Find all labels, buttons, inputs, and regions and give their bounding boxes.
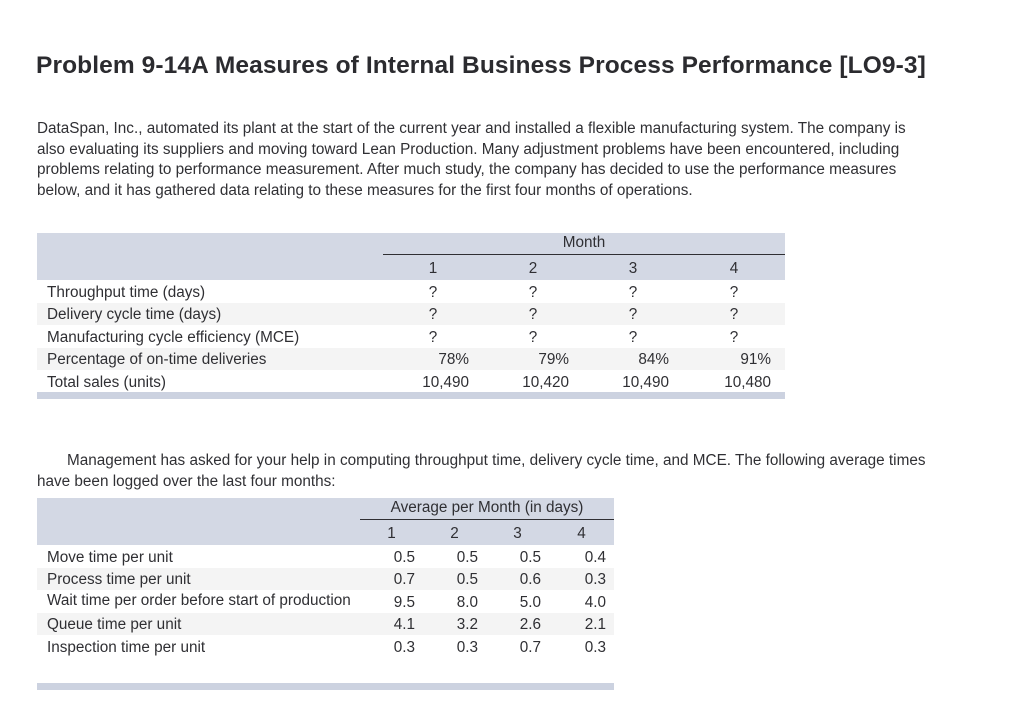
table1-row-label: Manufacturing cycle efficiency (MCE) [37,325,383,348]
table2-row-label: Process time per unit [37,567,360,590]
table2-group-header: Average per Month (in days) [360,498,615,521]
table1-cell: ? [383,325,483,348]
table1-cell: ? [683,302,786,325]
table-row: Throughput time (days) ? ? ? ? [37,280,786,303]
table2-row-label: Move time per unit [37,545,360,568]
table2-header-spacer [37,521,360,545]
table2-col-header-2: 2 [423,521,486,545]
table1-cell: 10,420 [483,370,583,393]
table2-cell: 9.5 [360,590,423,613]
table-row: Delivery cycle time (days) ? ? ? ? [37,302,786,325]
table2-body: Move time per unit 0.5 0.5 0.5 0.4 Proce… [37,545,615,658]
table2-col-header-3: 3 [486,521,549,545]
table2-group-header-row: Average per Month (in days) [37,498,615,521]
table1-corner-cell [37,233,383,256]
table2-row-label: Wait time per order before start of prod… [37,590,360,613]
average-times-table: Average per Month (in days) 1 2 3 4 Move… [37,498,615,658]
table1-column-header-row: 1 2 3 4 [37,256,786,280]
table2-cell: 0.3 [360,635,423,658]
table2-cell: 0.5 [486,545,549,568]
table1-col-header-2: 2 [483,256,583,280]
table1-cell: ? [583,280,683,303]
table1-footer-bar [37,392,785,399]
table2-cell: 3.2 [423,612,486,635]
average-times-table-wrapper: Average per Month (in days) 1 2 3 4 Move… [37,498,615,658]
table1-row-label: Total sales (units) [37,370,383,393]
table2-cell: 2.1 [549,612,615,635]
table2-footer-bar [37,683,614,690]
table2-group-header-label: Average per Month (in days) [360,499,615,520]
table-row: Percentage of on-time deliveries 78% 79%… [37,347,786,370]
table2-cell: 0.6 [486,567,549,590]
table-row: Inspection time per unit 0.3 0.3 0.7 0.3 [37,635,615,658]
table-row: Wait time per order before start of prod… [37,590,615,613]
table1-cell: ? [483,280,583,303]
table2-cell: 5.0 [486,590,549,613]
table2-cell: 0.7 [360,567,423,590]
table-row: Queue time per unit 4.1 3.2 2.6 2.1 [37,612,615,635]
table1-cell: 84% [583,347,683,370]
table-row: Total sales (units) 10,490 10,420 10,490… [37,370,786,393]
table2-cell: 0.4 [549,545,615,568]
management-paragraph: Management has asked for your help in co… [37,452,926,490]
table1-row-label: Delivery cycle time (days) [37,302,383,325]
table2-col-header-4: 4 [549,521,615,545]
table-row: Move time per unit 0.5 0.5 0.5 0.4 [37,545,615,568]
table2-col-header-1: 1 [360,521,423,545]
table1-body: Throughput time (days) ? ? ? ? Delivery … [37,280,786,393]
table1-group-header: Month [383,233,786,256]
table1-row-label: Percentage of on-time deliveries [37,347,383,370]
performance-measures-table-wrapper: Month 1 2 3 4 Throughput time (days) ? ?… [37,233,786,393]
table1-row-label: Throughput time (days) [37,280,383,303]
table2-cell: 0.5 [423,567,486,590]
table1-group-header-label: Month [383,234,786,255]
table2-column-header-row: 1 2 3 4 [37,521,615,545]
table2-cell: 0.3 [549,567,615,590]
table1-cell: 10,490 [583,370,683,393]
table1-cell: 10,490 [383,370,483,393]
table2-cell: 0.3 [549,635,615,658]
table1-cell: ? [583,302,683,325]
table2-cell: 0.7 [486,635,549,658]
table2-cell: 0.3 [423,635,486,658]
table1-cell: 10,480 [683,370,786,393]
performance-measures-table: Month 1 2 3 4 Throughput time (days) ? ?… [37,233,786,393]
table1-cell: ? [483,325,583,348]
table1-cell: 79% [483,347,583,370]
table2-cell: 4.1 [360,612,423,635]
page-title: Problem 9-14A Measures of Internal Busin… [36,52,926,80]
intro-paragraph: DataSpan, Inc., automated its plant at t… [37,120,906,199]
table1-cell: ? [383,302,483,325]
table1-col-header-4: 4 [683,256,786,280]
table1-col-header-3: 3 [583,256,683,280]
table2-row-label: Inspection time per unit [37,635,360,658]
table2-cell: 0.5 [360,545,423,568]
table1-cell: 78% [383,347,483,370]
table2-cell: 0.5 [423,545,486,568]
table1-cell: ? [683,325,786,348]
table1-head: Month 1 2 3 4 [37,233,786,280]
table1-col-header-1: 1 [383,256,483,280]
table2-head: Average per Month (in days) 1 2 3 4 [37,498,615,545]
table1-cell: ? [683,280,786,303]
table1-group-header-row: Month [37,233,786,256]
table2-cell: 4.0 [549,590,615,613]
table1-cell: ? [383,280,483,303]
table1-cell: 91% [683,347,786,370]
table-row: Process time per unit 0.7 0.5 0.6 0.3 [37,567,615,590]
table2-corner-cell [37,498,360,521]
table1-cell: ? [483,302,583,325]
table-row: Manufacturing cycle efficiency (MCE) ? ?… [37,325,786,348]
table2-cell: 2.6 [486,612,549,635]
table1-cell: ? [583,325,683,348]
table2-row-label: Queue time per unit [37,612,360,635]
table1-header-spacer [37,256,383,280]
table2-cell: 8.0 [423,590,486,613]
